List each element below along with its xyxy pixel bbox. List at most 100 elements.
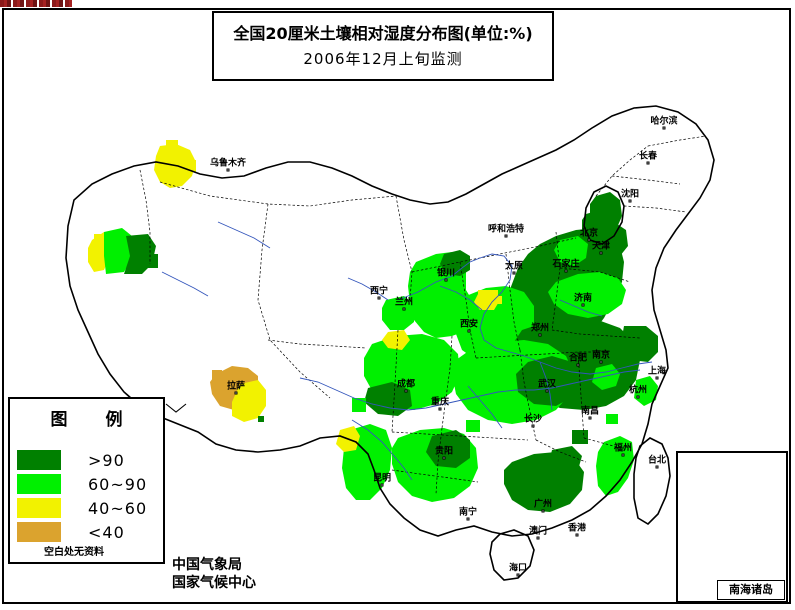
- misc-outlines: [165, 403, 187, 413]
- region-yunnan: [336, 424, 392, 500]
- city-marker-dot: [628, 199, 632, 203]
- top-edge-artifact: [0, 0, 72, 7]
- city-marker-dot: [444, 278, 448, 282]
- city-marker-dot: [466, 517, 470, 521]
- city-marker-dot: [564, 269, 568, 273]
- city-marker-dot: [442, 456, 446, 460]
- city-marker-dot: [581, 303, 585, 307]
- moisture-fill-layer: [88, 140, 658, 512]
- city-marker-dot: [226, 168, 230, 172]
- legend-swatch-60-90: [16, 473, 62, 495]
- city-label: 南昌: [580, 406, 600, 417]
- legend-label-40-60: 40~60: [88, 498, 148, 518]
- legend-heading: 图 例: [50, 410, 139, 430]
- city-label: 合肥: [568, 353, 588, 364]
- region-fujian: [596, 376, 658, 496]
- legend-no-data-note: 空白处无资料: [44, 547, 104, 558]
- city-label: 西安: [459, 319, 479, 330]
- city-marker-dot: [516, 573, 520, 577]
- city-label: 天津: [591, 241, 611, 252]
- region-middle-yangtze: [452, 340, 580, 424]
- legend-item: >90: [16, 448, 163, 472]
- legend-label-gt90: >90: [88, 450, 125, 470]
- south-china-sea-inset: 南海诸岛: [676, 451, 788, 603]
- region-tibet-lhasa: [210, 366, 266, 422]
- map-outer-frame: [2, 8, 791, 604]
- city-label: 南宁: [458, 507, 478, 518]
- city-marker-dot: [576, 363, 580, 367]
- city-marker-dot: [599, 251, 603, 255]
- legend-swatch-40-60: [16, 497, 62, 519]
- legend-swatch-gt90: [16, 449, 62, 471]
- city-marker-dot: [402, 307, 406, 311]
- city-label: 长春: [638, 151, 658, 162]
- city-label: 南京: [591, 350, 611, 361]
- city-marker-dot: [636, 395, 640, 399]
- city-marker-dot: [438, 407, 442, 411]
- page-subtitle: 2006年12月上旬监测: [303, 50, 463, 68]
- map-title-box: 全国20厘米土壤相对湿度分布图(单位:%) 2006年12月上旬监测: [212, 11, 554, 81]
- city-label: 太原: [504, 261, 524, 272]
- city-label: 澳门: [528, 526, 548, 537]
- credit-line-2: 国家气候中心: [172, 575, 256, 591]
- city-marker-dot: [588, 416, 592, 420]
- city-marker-dot: [538, 333, 542, 337]
- legend-label-60-90: 60~90: [88, 474, 148, 494]
- city-label: 兰州: [394, 297, 414, 308]
- national-boundary: [65, 105, 715, 581]
- city-label: 香港: [567, 523, 587, 534]
- city-marker-dot: [599, 360, 603, 364]
- region-liaodong: [582, 192, 622, 238]
- city-label: 上海: [647, 366, 667, 377]
- legend-item: 60~90: [16, 472, 163, 496]
- city-label: 北京: [579, 228, 599, 239]
- legend-box: 图 例 >90 60~90 40~60 <40 空白处无资料: [8, 397, 165, 564]
- city-label: 福州: [613, 443, 633, 454]
- city-label: 成都: [396, 379, 416, 390]
- city-label: 贵阳: [434, 446, 454, 457]
- legend-rows: >90 60~90 40~60 <40: [10, 448, 163, 544]
- region-guizhou-guangxi: [392, 428, 478, 502]
- city-marker-dot: [655, 465, 659, 469]
- city-marker-dot: [380, 483, 384, 487]
- city-label: 拉萨: [226, 381, 246, 392]
- city-label: 武汉: [537, 379, 557, 390]
- city-label: 杭州: [628, 385, 648, 396]
- city-label: 乌鲁木齐: [209, 158, 247, 169]
- city-label: 海口: [508, 563, 528, 574]
- city-label: 哈尔滨: [650, 116, 678, 127]
- region-sichuan: [364, 330, 460, 416]
- legend-item: 40~60: [16, 496, 163, 520]
- city-label: 银川: [436, 268, 456, 279]
- city-label: 昆明: [372, 473, 392, 484]
- city-label: 郑州: [530, 323, 550, 334]
- legend-swatch-lt40: [16, 521, 62, 543]
- city-label: 沈阳: [620, 189, 640, 200]
- city-label: 济南: [573, 293, 593, 304]
- city-label: 呼和浩特: [487, 224, 525, 235]
- region-xinjiang-urumqi: [154, 140, 196, 188]
- city-label: 长沙: [523, 414, 543, 425]
- credit-line-1: 中国气象局: [172, 557, 242, 573]
- inset-label: 南海诸岛: [717, 580, 785, 600]
- city-marker-dot: [662, 126, 666, 130]
- city-marker-dot: [646, 161, 650, 165]
- city-label: 石家庄: [552, 259, 580, 270]
- agency-credit: 中国气象局 国家气候中心: [172, 556, 256, 592]
- city-marker-dot: [575, 533, 579, 537]
- region-misc-cells: [352, 398, 618, 466]
- city-marker-dot: [541, 509, 545, 513]
- city-label: 广州: [533, 499, 553, 510]
- legend-label-lt40: <40: [88, 522, 125, 542]
- city-marker-dot: [587, 238, 591, 242]
- region-shandong: [548, 272, 626, 318]
- region-xinjiang-kashgar: [88, 228, 158, 274]
- page-title: 全国20厘米土壤相对湿度分布图(单位:%): [233, 24, 533, 43]
- city-marker-dot: [512, 271, 516, 275]
- region-guangdong: [504, 446, 584, 512]
- city-label: 重庆: [430, 397, 450, 408]
- rivers: [161, 221, 653, 481]
- city-marker-dot: [531, 424, 535, 428]
- city-label: 西宁: [369, 286, 389, 297]
